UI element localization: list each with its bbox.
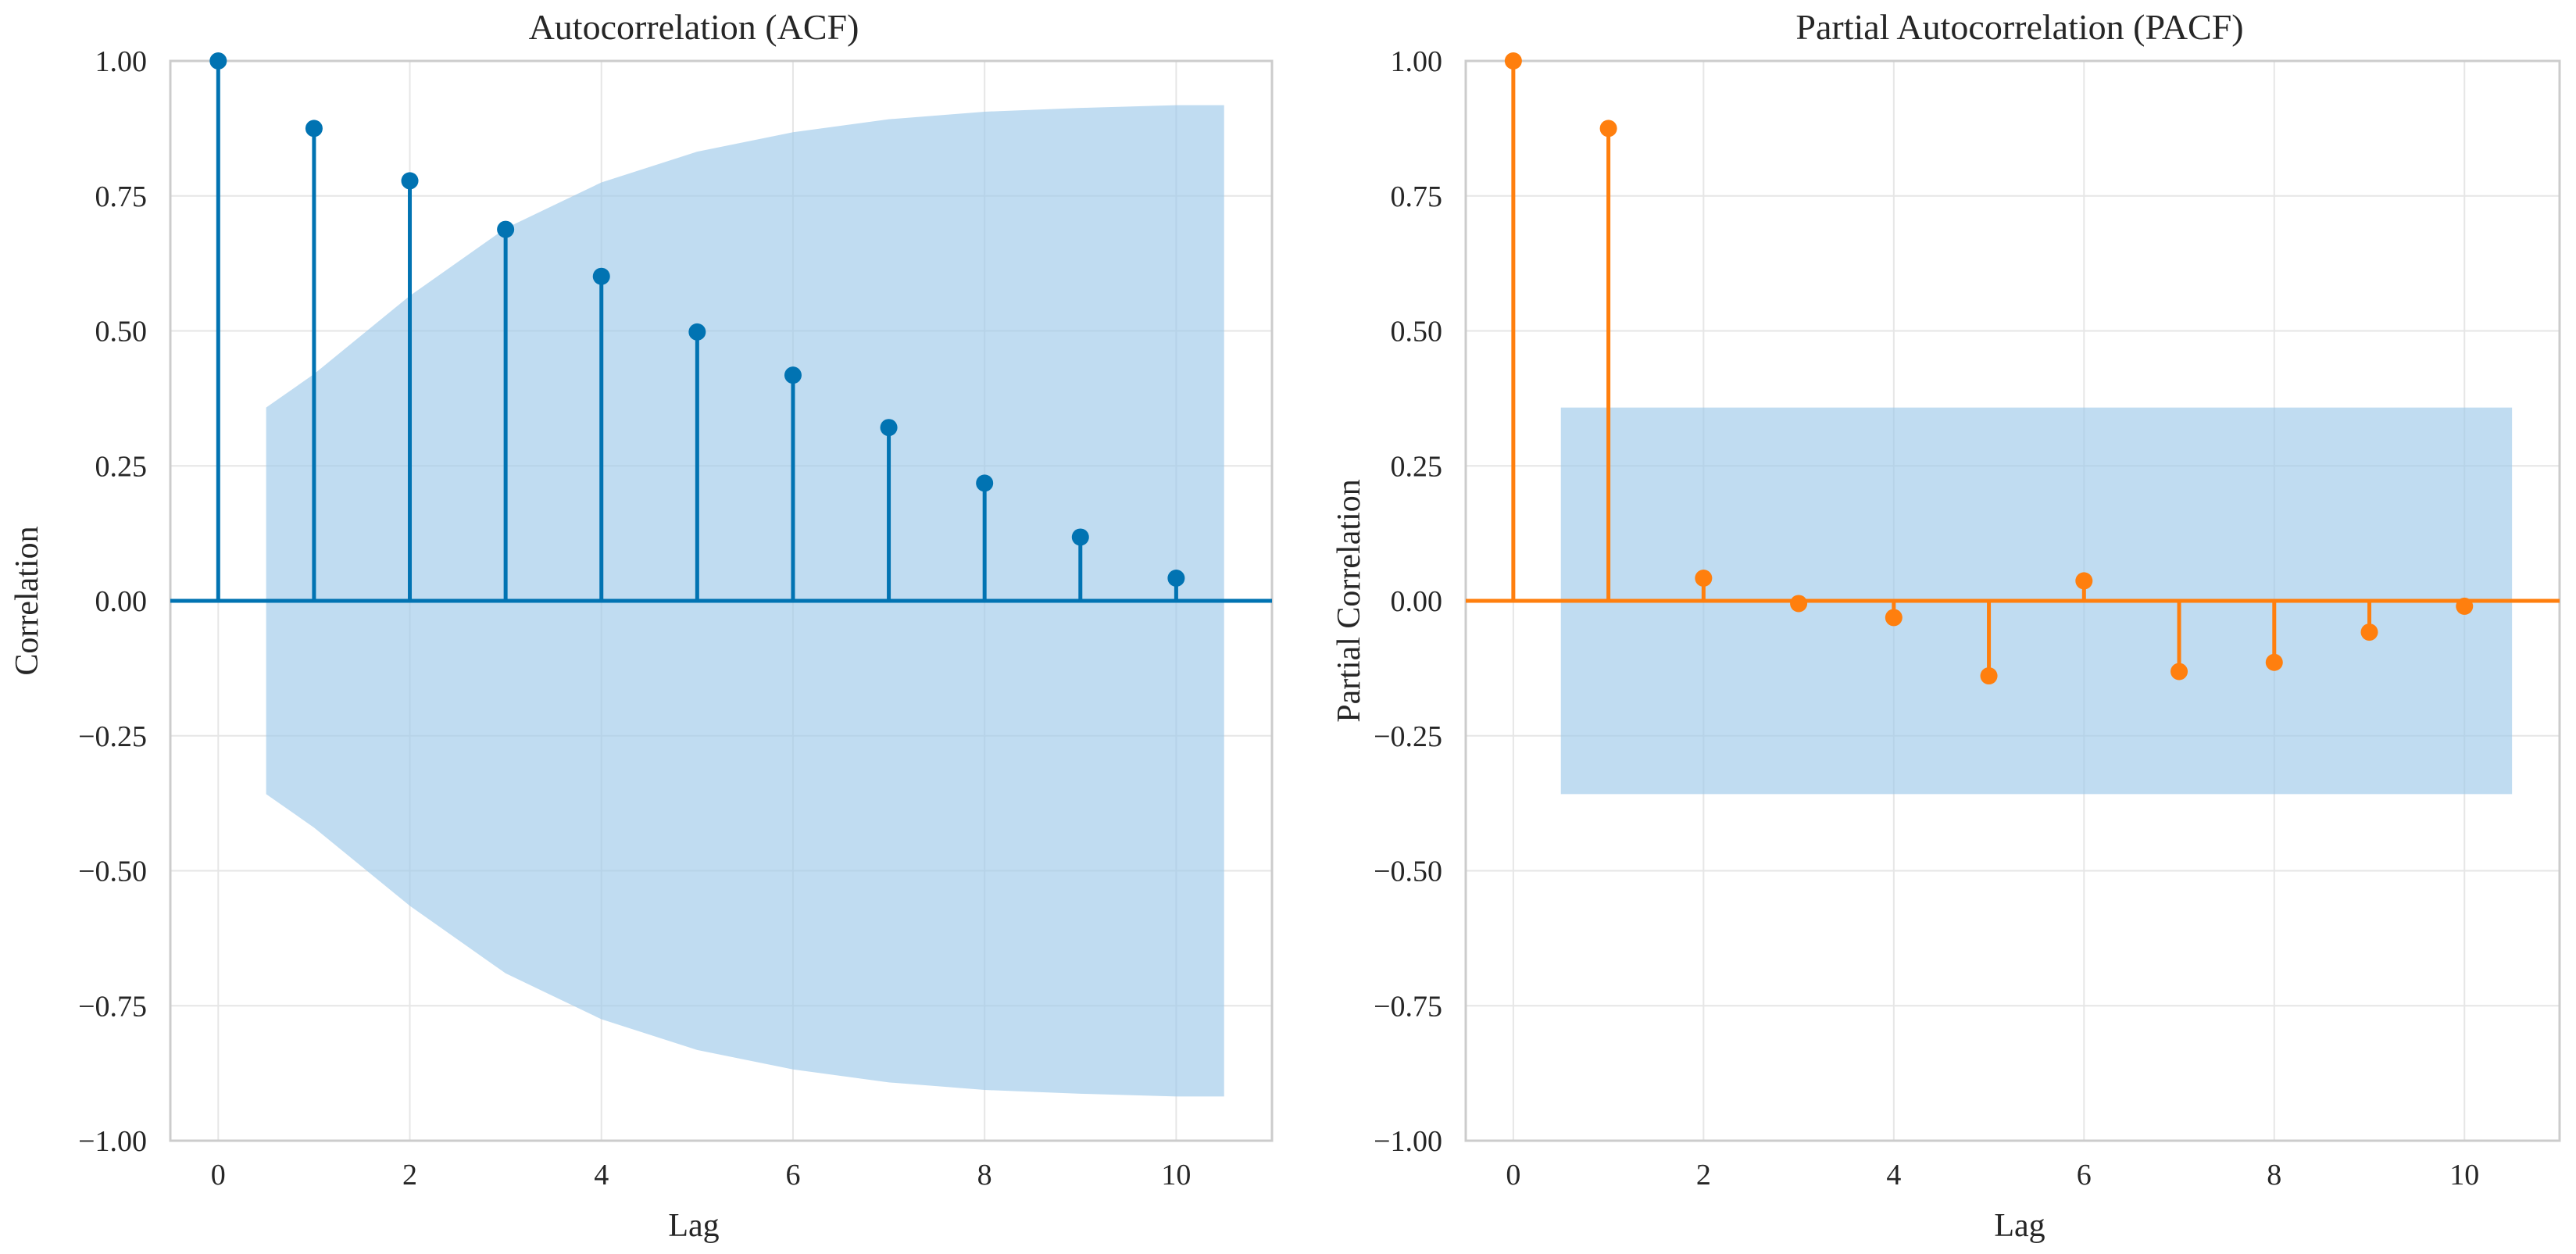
acf-x-tick-label: 10 <box>1161 1159 1191 1191</box>
acf-marker-lag-3 <box>497 220 515 238</box>
acf-y-tick-label: −1.00 <box>78 1125 147 1158</box>
acf-x-tick-label: 4 <box>594 1159 609 1191</box>
acf-marker-lag-0 <box>209 52 227 70</box>
acf-y-axis-label: Correlation <box>9 526 45 675</box>
acf-y-tick-label: 0.00 <box>95 585 148 618</box>
acf-x-tick-label: 2 <box>402 1159 417 1191</box>
acf-y-tick-label: −0.75 <box>78 990 147 1023</box>
pacf-marker-lag-9 <box>2360 623 2378 641</box>
pacf-y-tick-label: −0.50 <box>1374 856 1442 888</box>
pacf-y-axis-label: Partial Correlation <box>1331 479 1367 722</box>
acf-y-tick-label: 0.25 <box>95 450 148 483</box>
pacf-y-tick-label: 0.00 <box>1391 585 1443 618</box>
acf-y-tick-label: −0.50 <box>78 856 147 888</box>
pacf-y-tick-label: 0.75 <box>1391 180 1443 213</box>
acf-y-tick-label: −0.25 <box>78 720 147 753</box>
pacf-marker-lag-0 <box>1504 52 1522 70</box>
acf-marker-lag-4 <box>592 267 610 285</box>
pacf-x-tick-label: 8 <box>2267 1159 2281 1191</box>
acf-panel: −1.00 −0.75 −0.50 −0.25 0.00 0.25 0.50 0.75 1.00… <box>9 7 1274 1244</box>
pacf-x-axis-label: Lag <box>1994 1208 2045 1244</box>
acf-marker-lag-5 <box>688 323 706 341</box>
acf-marker-lag-10 <box>1167 569 1185 587</box>
pacf-y-tick-label: 1.00 <box>1391 45 1443 78</box>
acf-y-tick-label: 0.75 <box>95 180 148 213</box>
acf-y-tick-label: 0.50 <box>95 316 148 348</box>
pacf-y-tick-label: 0.25 <box>1391 450 1443 483</box>
pacf-x-tick-label: 6 <box>2077 1159 2092 1191</box>
acf-title: Autocorrelation (ACF) <box>529 7 859 47</box>
acf-marker-lag-2 <box>401 172 419 190</box>
pacf-y-tick-label: 0.50 <box>1391 316 1443 348</box>
pacf-marker-lag-6 <box>2075 572 2093 590</box>
acf-x-tick-label: 0 <box>211 1159 226 1191</box>
pacf-panel: −1.00 −0.75 −0.50 −0.25 0.00 0.25 0.50 0.75 1.00… <box>1331 7 2561 1244</box>
pacf-marker-lag-2 <box>1695 569 1713 587</box>
acf-marker-lag-9 <box>1071 528 1089 546</box>
pacf-marker-lag-7 <box>2170 663 2188 681</box>
pacf-marker-lag-8 <box>2265 653 2283 671</box>
pacf-y-tick-label: −0.25 <box>1374 720 1442 753</box>
pacf-y-tick-label: −1.00 <box>1374 1125 1442 1158</box>
acf-x-tick-label: 6 <box>785 1159 800 1191</box>
acf-marker-lag-8 <box>976 474 994 492</box>
pacf-x-tick-label: 2 <box>1696 1159 1711 1191</box>
pacf-x-tick-label: 4 <box>1886 1159 1901 1191</box>
acf-x-axis-label: Lag <box>668 1208 719 1244</box>
acf-marker-lag-1 <box>305 120 323 138</box>
pacf-marker-lag-5 <box>1980 667 1998 685</box>
acf-x-tick-label: 8 <box>977 1159 992 1191</box>
pacf-x-tick-label: 0 <box>1506 1159 1520 1191</box>
pacf-marker-lag-3 <box>1790 595 1808 613</box>
acf-marker-lag-6 <box>784 366 802 384</box>
pacf-marker-lag-10 <box>2456 597 2474 615</box>
pacf-marker-lag-1 <box>1599 120 1617 138</box>
pacf-x-tick-label: 10 <box>2449 1159 2479 1191</box>
pacf-marker-lag-4 <box>1885 609 1903 627</box>
pacf-title: Partial Autocorrelation (PACF) <box>1795 7 2243 47</box>
acf-marker-lag-7 <box>880 419 898 437</box>
pacf-y-tick-label: −0.75 <box>1374 990 1442 1023</box>
acf-y-tick-label: 1.00 <box>95 45 148 78</box>
